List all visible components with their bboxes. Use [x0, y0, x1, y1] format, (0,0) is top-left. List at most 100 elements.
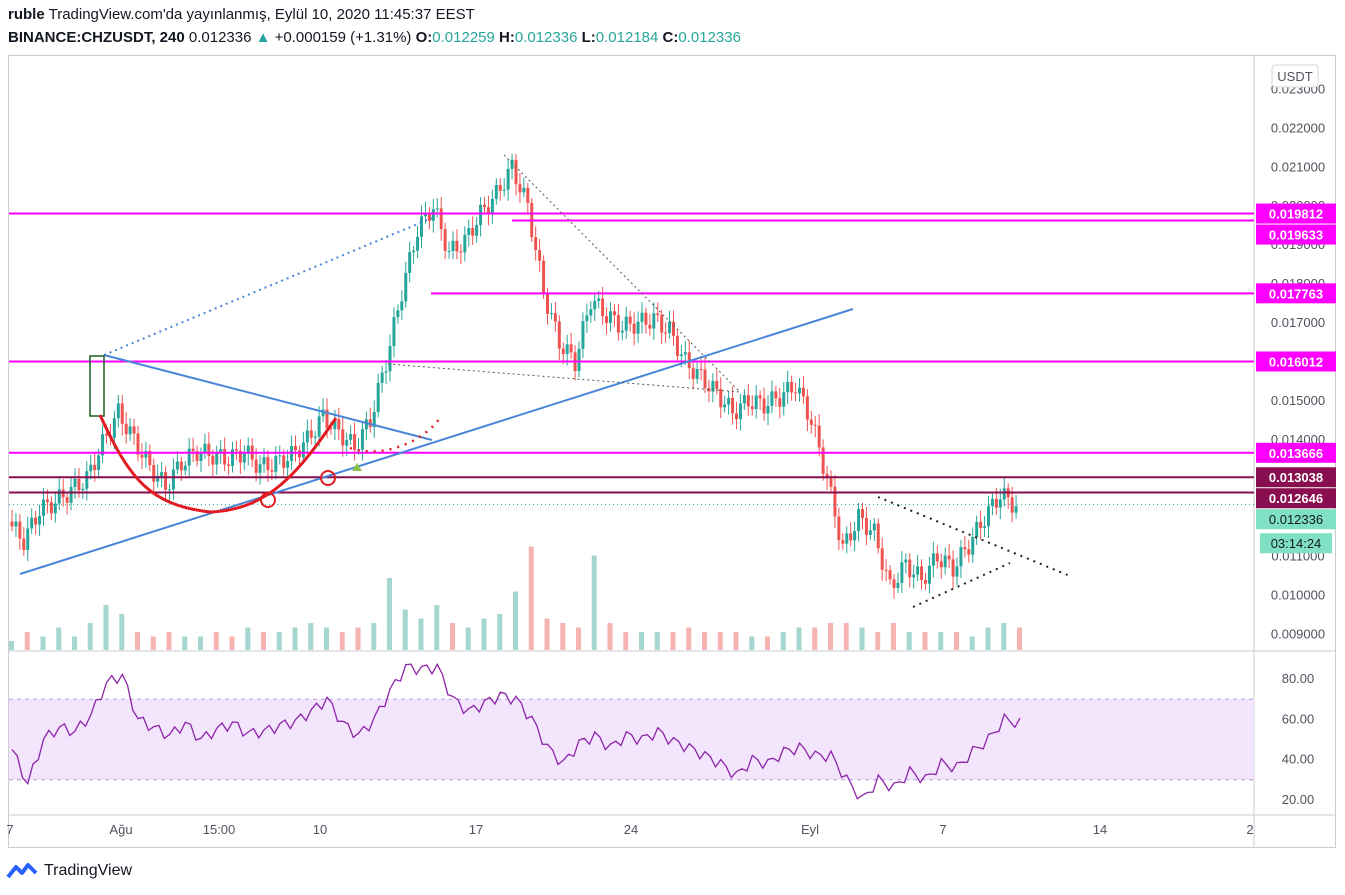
candle-body	[112, 418, 116, 438]
candle-body	[790, 381, 794, 393]
volume-bar	[261, 632, 266, 650]
candle-body	[660, 315, 664, 333]
candle-body	[179, 461, 183, 471]
candle-body	[10, 521, 14, 527]
candle-body	[128, 426, 132, 435]
candle-body	[920, 566, 924, 580]
volume-bar	[702, 632, 707, 650]
candle-body	[837, 516, 841, 541]
candle-body	[983, 526, 987, 528]
rsi-band	[9, 698, 1254, 781]
candle-body	[475, 225, 479, 236]
volume-bar	[9, 641, 14, 650]
candle-body	[652, 313, 656, 329]
candle-body	[998, 499, 1002, 508]
candle-body	[262, 457, 266, 465]
candle-body	[297, 450, 301, 458]
countdown-label: 03:14:24	[1271, 536, 1322, 551]
brand-name: TradingView	[44, 862, 133, 879]
candle-body	[778, 398, 782, 407]
candle-body	[774, 391, 778, 399]
handle-curve[interactable]	[349, 417, 442, 453]
candle-body	[809, 419, 813, 425]
tradingview-logo[interactable]: TradingView	[6, 861, 132, 881]
candle-body	[845, 533, 849, 544]
candle-body	[282, 455, 286, 468]
volume-bar	[875, 632, 881, 650]
candle-body	[668, 321, 672, 333]
candle-body	[506, 168, 510, 190]
candle-body	[325, 409, 329, 429]
candle-body	[813, 424, 817, 426]
candle-body	[510, 159, 514, 169]
volume-bar	[796, 627, 802, 650]
candle-body	[542, 260, 546, 294]
currency-button[interactable]	[1271, 64, 1319, 88]
volume-bar	[292, 627, 298, 650]
ohlc-legend: BINANCE:CHZUSDT, 240 0.012336 ▲ +0.00015…	[8, 29, 741, 46]
candle-body	[337, 419, 341, 430]
dotted-projection-line[interactable]	[103, 217, 433, 356]
volume-bar	[24, 632, 30, 650]
candle-body	[349, 434, 353, 440]
candle-body	[270, 470, 274, 472]
candle-body	[711, 380, 715, 392]
candle-body	[164, 472, 168, 490]
candle-body	[994, 498, 998, 508]
candle-body	[746, 395, 750, 407]
candle-body	[833, 486, 837, 517]
cup-curve[interactable]	[98, 414, 338, 514]
candle-body	[53, 503, 57, 514]
level-badge-label: 0.012646	[1269, 491, 1323, 506]
candle-body	[758, 395, 762, 399]
candle-body	[309, 430, 313, 438]
price-tick-label: 0.009000	[1271, 626, 1325, 641]
level-badge-label: 0.016012	[1269, 354, 1323, 369]
candle-body	[1010, 497, 1014, 513]
candle-body	[605, 316, 609, 323]
candle-body	[168, 489, 171, 491]
candle-body	[353, 434, 357, 450]
candle-body	[215, 452, 219, 465]
candle-body	[841, 540, 845, 544]
candle-body	[467, 228, 471, 235]
candle-body	[1014, 506, 1018, 513]
volume-bar	[544, 618, 550, 650]
last-price-badge-label: 0.012336	[1269, 512, 1323, 527]
candle-body	[675, 335, 679, 356]
candle-body	[514, 159, 518, 185]
candle-body	[152, 465, 156, 482]
candle-body	[412, 250, 416, 253]
horizontal-levels	[9, 212, 1254, 506]
volume-bar	[717, 632, 723, 650]
breakout-circle[interactable]	[320, 470, 336, 486]
triangle-lower-line[interactable]	[912, 562, 1011, 608]
candle-body	[207, 443, 211, 457]
candle-body	[443, 229, 447, 251]
candle-body	[876, 523, 880, 549]
candle-body	[77, 478, 81, 491]
highlight-box[interactable]	[89, 355, 105, 417]
candle-body	[699, 369, 703, 371]
breakout-circle[interactable]	[260, 492, 276, 508]
candle-body	[947, 555, 951, 560]
dotted-support-line[interactable]	[387, 363, 741, 393]
candle-body	[754, 395, 758, 410]
candle-body	[609, 311, 612, 323]
candle-body	[735, 413, 738, 420]
candle-body	[967, 549, 971, 555]
candle-body	[593, 300, 597, 310]
volume-bar	[119, 614, 125, 650]
candle-body	[553, 313, 557, 322]
candle-body	[766, 405, 770, 414]
triangle-upper-line[interactable]	[877, 496, 1071, 577]
candle-body	[223, 449, 227, 465]
candle-body	[644, 312, 648, 325]
descending-trendline[interactable]	[103, 354, 433, 441]
candle-body	[26, 528, 30, 551]
dotted-resistance-line[interactable]	[503, 154, 741, 393]
publish-info: ruble TradingView.com'da yayınlanmış, Ey…	[8, 6, 475, 23]
ascending-trendline[interactable]	[19, 308, 854, 575]
level-badge-label: 0.019812	[1269, 207, 1323, 222]
